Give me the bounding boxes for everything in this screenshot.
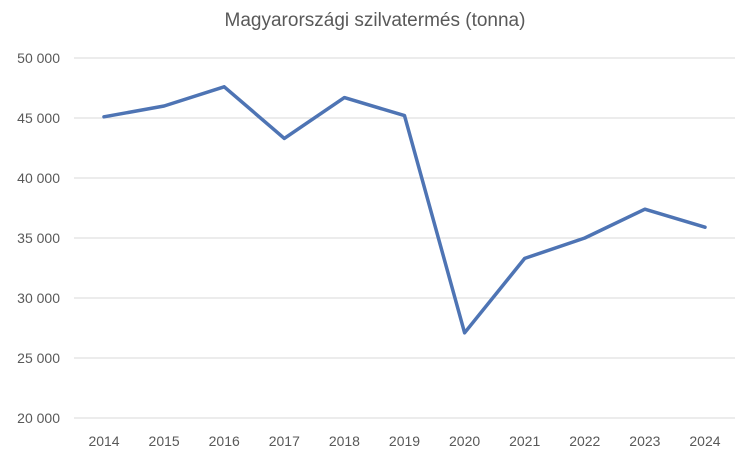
x-tick-label: 2021 [509,433,540,449]
y-tick-label: 50 000 [17,50,60,66]
x-tick-label: 2019 [389,433,420,449]
data-point-2023 [643,207,647,211]
data-point-2014 [102,115,106,119]
data-point-2020 [463,331,467,335]
y-tick-label: 40 000 [17,170,60,186]
x-tick-label: 2022 [569,433,600,449]
data-point-2015 [162,104,166,108]
data-point-2021 [523,256,527,260]
x-tick-label: 2024 [689,433,720,449]
y-tick-label: 35 000 [17,230,60,246]
data-point-2022 [583,236,587,240]
x-tick-label: 2020 [449,433,480,449]
y-tick-label: 30 000 [17,290,60,306]
x-tick-label: 2016 [209,433,240,449]
y-tick-label: 45 000 [17,110,60,126]
data-point-2019 [403,114,406,118]
data-point-2016 [222,85,226,89]
chart-title: Magyarországi szilvatermés (tonna) [224,10,526,31]
series-line [102,85,707,335]
data-point-2024 [703,225,707,229]
x-tick-label: 2014 [88,433,119,449]
x-tick-label: 2017 [269,433,300,449]
y-tick-label: 25 000 [17,350,60,366]
x-tick-label: 2015 [149,433,180,449]
x-tick-label: 2023 [629,433,660,449]
data-point-2017 [282,136,286,140]
data-point-2018 [342,96,346,100]
y-tick-label: 20 000 [17,410,60,426]
x-tick-label: 2018 [329,433,360,449]
